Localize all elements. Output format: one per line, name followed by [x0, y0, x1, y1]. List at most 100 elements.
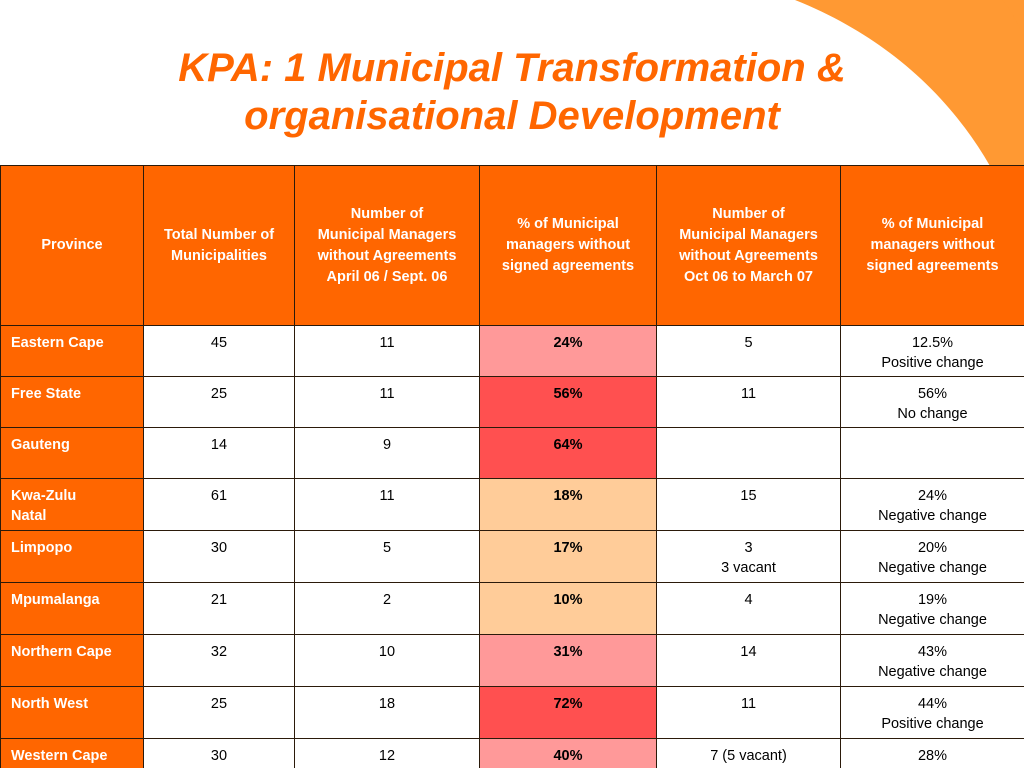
cell-text-line: 12.5%	[911, 335, 954, 351]
province-cell: Limpopo	[0, 530, 144, 583]
pct-without-agreements-apr-sep-06-cell: 31%	[479, 634, 657, 687]
page-title: KPA: 1 Municipal Transformation & organi…	[0, 44, 1024, 140]
province-cell: North West	[0, 686, 144, 739]
pct-without-agreements-oct-mar-07-cell: 19% Negative change	[840, 582, 1024, 635]
header-text-line: Municipalities	[171, 247, 267, 264]
table-body: Eastern Cape 45 11 24% 5 12.5% Positive change…	[0, 325, 1024, 768]
table-row: Eastern Cape 45 11 24% 5 12.5% Positive change	[0, 325, 1024, 377]
province-cell: Western Cape	[0, 738, 144, 768]
pct-without-agreements-oct-mar-07-cell	[840, 427, 1024, 479]
without-agreements-apr-sep-06-cell: 2	[294, 582, 480, 635]
pct-without-agreements-apr-sep-06-cell: 24%	[479, 325, 657, 377]
pct-without-agreements-oct-mar-07-cell: 43% Negative change	[840, 634, 1024, 687]
without-agreements-apr-sep-06-cell: 11	[294, 478, 480, 531]
header-text-line: Province	[41, 237, 103, 253]
pct-without-agreements-oct-mar-07-cell: 12.5% Positive change	[840, 325, 1024, 377]
cell-text-line: Negative change	[878, 664, 987, 680]
header-text-line: April 06 / Sept. 06	[326, 268, 448, 285]
cell-text-line: 56%	[917, 386, 948, 402]
header-text-line: managers without	[505, 237, 631, 253]
pct-without-agreements-apr-sep-06-cell: 64%	[479, 427, 657, 479]
cell-text-line: Northern Cape	[11, 644, 112, 660]
cell-text-line: 28%	[917, 748, 948, 764]
cell-text-line: Kwa-Zulu	[11, 488, 77, 504]
total-municipalities-cell: 25	[143, 686, 295, 739]
cell-text-line: 44%	[917, 696, 948, 712]
total-municipalities-cell: 45	[143, 325, 295, 377]
cell-text-line: 19%	[917, 592, 948, 608]
total-municipalities-cell: 21	[143, 582, 295, 635]
cell-text-line: Western Cape	[11, 748, 108, 764]
cell-text-line: Gauteng	[11, 437, 70, 453]
pct-without-agreements-oct-mar-07-cell: 24% Negative change	[840, 478, 1024, 531]
pct-without-agreements-apr-sep-06-cell: 17%	[479, 530, 657, 583]
without-agreements-oct-mar-07-cell	[656, 427, 841, 479]
cell-text-line: 11	[740, 696, 757, 712]
pct-without-agreements-apr-sep-06-cell: 40%	[479, 738, 657, 768]
cell-text-line: 20%	[917, 540, 948, 556]
pct-without-agreements-apr-sep-06-cell: 10%	[479, 582, 657, 635]
total-municipalities-cell: 14	[143, 427, 295, 479]
without-agreements-oct-mar-07-cell: 14	[656, 634, 841, 687]
province-cell: Free State	[0, 376, 144, 428]
cell-text-line: Natal	[11, 508, 47, 524]
table-row: Gauteng 14 9 64%	[0, 427, 1024, 479]
header-pct-without-agreements-1: % of Municipal managers without signed agr…	[479, 165, 657, 326]
total-municipalities-cell: 30	[143, 738, 295, 768]
cell-text-line: 4	[744, 592, 753, 608]
page-title-line-2: organisational Development	[244, 94, 780, 138]
without-agreements-oct-mar-07-cell: 5	[656, 325, 841, 377]
cell-text-line: 14	[740, 644, 757, 660]
without-agreements-apr-sep-06-cell: 18	[294, 686, 480, 739]
cell-text-line: 11	[740, 386, 757, 402]
header-without-agreements-oct-mar-07: Number of Municipal Managers without Agree…	[656, 165, 841, 326]
province-cell: Eastern Cape	[0, 325, 144, 377]
header-text-line: Total Number of	[163, 226, 275, 243]
province-cell: Gauteng	[0, 427, 144, 479]
header-text-line: % of Municipal	[517, 216, 619, 232]
header-text-line: Municipal Managers	[679, 226, 818, 243]
cell-text-line: 5	[744, 335, 753, 351]
pct-without-agreements-apr-sep-06-cell: 18%	[479, 478, 657, 531]
total-municipalities-cell: 30	[143, 530, 295, 583]
without-agreements-oct-mar-07-cell: 11	[656, 686, 841, 739]
cell-text-line: Positive change	[881, 716, 984, 732]
cell-text-line: 24%	[917, 488, 948, 504]
cell-text-line: Limpopo	[11, 540, 73, 556]
pct-without-agreements-oct-mar-07-cell: 28%Positive change	[840, 738, 1024, 768]
cell-text-line: North West	[11, 696, 89, 712]
pct-without-agreements-apr-sep-06-cell: 56%	[479, 376, 657, 428]
page-title-line-1: KPA: 1 Municipal Transformation &	[178, 46, 846, 90]
pct-without-agreements-apr-sep-06-cell: 72%	[479, 686, 657, 739]
header-province: Province	[0, 165, 144, 326]
cell-text-line: 43%	[917, 644, 948, 660]
province-cell: Northern Cape	[0, 634, 144, 687]
header-text-line: Municipal Managers	[317, 226, 457, 243]
pct-without-agreements-oct-mar-07-cell: 20% Negative change	[840, 530, 1024, 583]
without-agreements-apr-sep-06-cell: 12	[294, 738, 480, 768]
table-row: North West 25 18 72% 11 44% Positive change	[0, 686, 1024, 739]
cell-text-line: Positive change	[881, 355, 984, 371]
table-row: Northern Cape 32 10 31% 14 43% Negative change	[0, 634, 1024, 687]
total-municipalities-cell: 32	[143, 634, 295, 687]
header-text-line: Oct 06 to March 07	[684, 268, 813, 285]
without-agreements-apr-sep-06-cell: 5	[294, 530, 480, 583]
cell-text-line: Negative change	[878, 560, 987, 576]
header-text-line: Number of	[712, 205, 785, 222]
header-text-line: without Agreements	[317, 247, 457, 264]
cell-text-line: 15	[740, 488, 757, 504]
without-agreements-oct-mar-07-cell: 3 3 vacant	[656, 530, 841, 583]
table-header-row: Province Total Number of Municipalities Num…	[0, 165, 1024, 326]
header-text-line: signed agreements	[866, 258, 999, 274]
pct-without-agreements-oct-mar-07-cell: 56% No change	[840, 376, 1024, 428]
cell-text-line: 3 vacant	[721, 560, 776, 576]
header-text-line: Number of	[350, 205, 424, 222]
cell-text-line: 3	[744, 540, 753, 556]
cell-text-line: No change	[897, 406, 968, 422]
table-row: Kwa-Zulu Natal 61 11 18% 15 24% Negative change	[0, 478, 1024, 531]
total-municipalities-cell: 25	[143, 376, 295, 428]
header-pct-without-agreements-2: % of Municipal managers without signed agr…	[840, 165, 1024, 326]
without-agreements-apr-sep-06-cell: 11	[294, 376, 480, 428]
without-agreements-apr-sep-06-cell: 10	[294, 634, 480, 687]
